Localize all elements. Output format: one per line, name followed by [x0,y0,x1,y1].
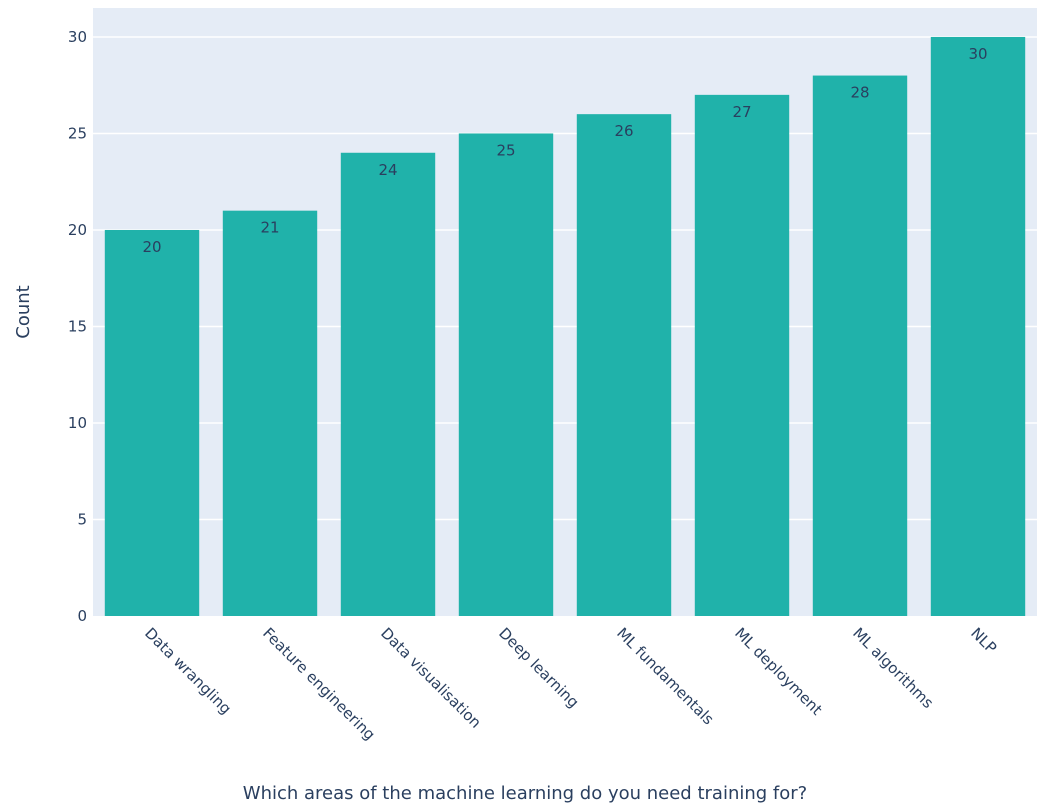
x-tick-label: NLP [967,624,1000,657]
y-tick-label: 25 [68,124,87,142]
bar-value-label: 20 [142,238,161,256]
bar [812,75,908,617]
bar-value-label: 28 [850,84,869,102]
bar [576,114,672,617]
bar [104,229,200,616]
y-axis-title: Count [13,285,34,338]
y-tick-label: 30 [68,28,87,46]
y-tick-label: 20 [68,221,87,239]
x-tick-label: Data visualisation [377,624,485,732]
bar-value-label: 24 [378,161,397,179]
bar [930,36,1026,616]
x-tick-label: Data wrangling [141,624,235,718]
x-tick-label: ML algorithms [849,624,937,712]
y-tick-label: 10 [68,414,87,432]
y-tick-label: 15 [68,317,87,335]
y-tick-label: 0 [77,607,87,625]
x-axis-title: Which areas of the machine learning do y… [243,783,807,804]
x-tick-label: ML fundamentals [613,624,717,728]
bar-value-label: 25 [496,141,515,159]
x-tick-label: Feature engineering [259,624,379,744]
bar-value-label: 30 [968,45,987,63]
y-axis-ticks: 0 5 10 15 20 25 30 [68,28,87,625]
bar-value-label: 21 [260,219,279,237]
bar [222,210,318,616]
bar [340,152,436,616]
bar-value-label: 27 [732,103,751,121]
y-tick-label: 5 [77,510,87,528]
x-tick-label: Deep learning [495,624,582,711]
data-labels: 20 21 24 25 26 27 28 30 [142,45,987,256]
bars [104,36,1026,617]
x-tick-label: ML deployment [731,624,826,719]
bar [458,133,554,616]
bar-value-label: 26 [614,122,633,140]
bar [694,94,790,617]
